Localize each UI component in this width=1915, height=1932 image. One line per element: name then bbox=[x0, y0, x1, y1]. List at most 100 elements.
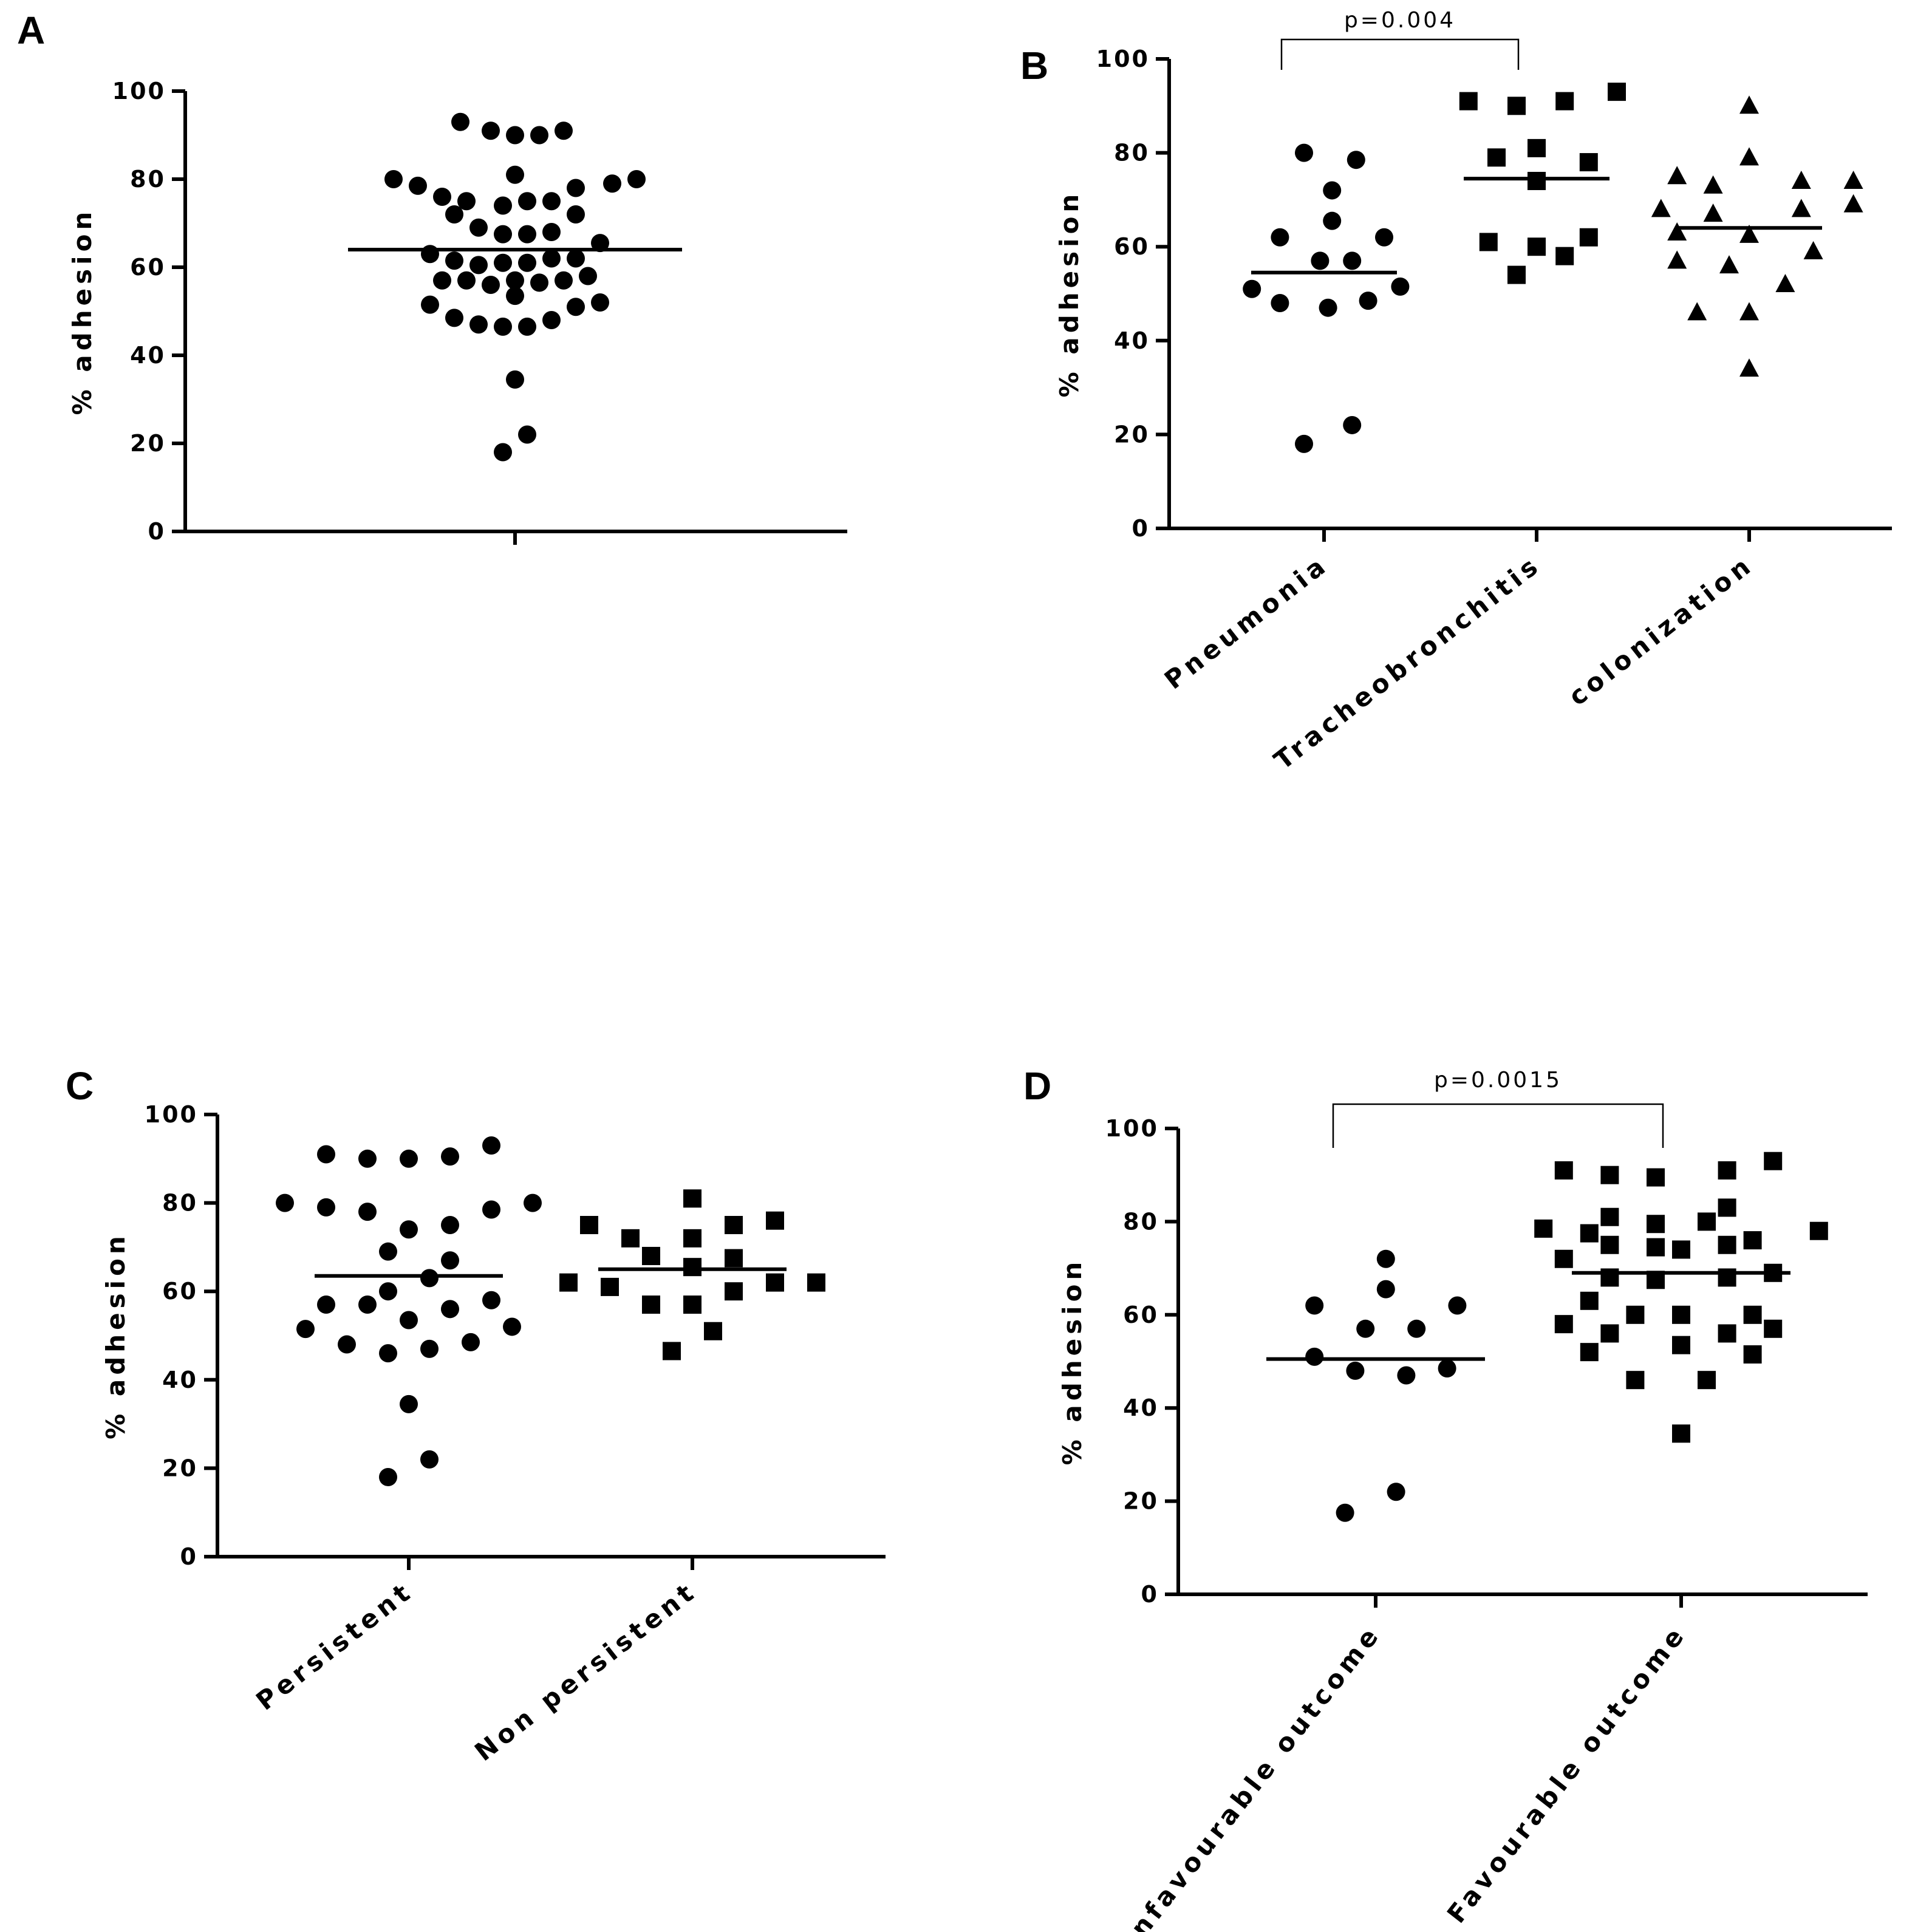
data-point-circle bbox=[338, 1335, 356, 1354]
data-point-circle bbox=[542, 249, 561, 268]
y-tick-label: 80 bbox=[1123, 1208, 1159, 1235]
data-point-circle bbox=[542, 223, 561, 241]
data-point-triangle bbox=[1739, 224, 1759, 243]
data-point-circle bbox=[506, 287, 524, 306]
y-tick-label: 0 bbox=[180, 1543, 198, 1570]
data-point-circle bbox=[1295, 143, 1313, 162]
data-point-square bbox=[1672, 1336, 1690, 1354]
category-label: Non persistent bbox=[469, 1575, 702, 1767]
data-point-triangle bbox=[1775, 274, 1795, 293]
data-point-circle bbox=[420, 1269, 439, 1288]
data-point-square bbox=[1718, 1235, 1736, 1254]
data-point-circle bbox=[567, 298, 585, 316]
y-tick-label: 40 bbox=[1114, 327, 1150, 354]
data-point-circle bbox=[433, 271, 451, 290]
data-point-circle bbox=[1305, 1296, 1324, 1315]
data-point-circle bbox=[1375, 228, 1393, 247]
data-point-square bbox=[1555, 247, 1574, 265]
data-point-square bbox=[1608, 83, 1626, 101]
data-point-circle bbox=[358, 1295, 377, 1314]
y-tick-label: 100 bbox=[112, 78, 166, 104]
data-point-circle bbox=[379, 1344, 397, 1363]
data-point-circle bbox=[400, 1149, 418, 1168]
y-tick-label: 20 bbox=[162, 1455, 198, 1481]
data-point-circle bbox=[1438, 1359, 1456, 1378]
y-tick-label: 60 bbox=[130, 254, 166, 281]
data-point-circle bbox=[530, 126, 548, 145]
data-point-circle bbox=[400, 1311, 418, 1330]
p-value-label: p=0.0015 bbox=[1434, 1068, 1562, 1093]
data-point-circle bbox=[421, 245, 439, 264]
data-point-circle bbox=[469, 218, 488, 237]
data-point-square bbox=[1507, 97, 1526, 115]
data-point-triangle bbox=[1791, 170, 1811, 189]
data-point-circle bbox=[506, 126, 524, 145]
data-point-circle bbox=[567, 179, 585, 197]
data-point-triangle bbox=[1739, 302, 1759, 321]
y-tick-label: 0 bbox=[1141, 1581, 1159, 1608]
data-point-circle bbox=[579, 267, 597, 285]
y-tick-label: 0 bbox=[1132, 515, 1150, 542]
data-point-square bbox=[1647, 1238, 1665, 1257]
data-point-square bbox=[1718, 1324, 1736, 1343]
data-point-circle bbox=[1407, 1319, 1426, 1338]
data-point-circle bbox=[567, 249, 585, 268]
data-point-circle bbox=[379, 1282, 397, 1301]
category-label: colonization bbox=[1563, 549, 1759, 711]
data-point-triangle bbox=[1667, 222, 1687, 241]
data-point-triangle bbox=[1791, 199, 1811, 217]
data-point-square bbox=[1487, 148, 1506, 167]
data-point-circle bbox=[1271, 293, 1289, 312]
data-point-circle bbox=[469, 315, 488, 334]
data-point-square bbox=[725, 1216, 743, 1234]
data-point-circle bbox=[469, 256, 488, 275]
data-point-square bbox=[683, 1258, 701, 1277]
data-point-triangle bbox=[1719, 255, 1739, 274]
data-point-circle bbox=[1343, 415, 1362, 434]
data-point-circle bbox=[441, 1147, 459, 1166]
data-point-square bbox=[1743, 1305, 1762, 1324]
data-point-circle bbox=[482, 121, 500, 140]
data-point-circle bbox=[494, 196, 512, 215]
data-point-circle bbox=[524, 1193, 542, 1212]
p-value-label: p=0.004 bbox=[1344, 8, 1456, 33]
y-tick-label: 60 bbox=[162, 1278, 198, 1305]
data-point-circle bbox=[445, 205, 463, 224]
significance-bracket bbox=[1332, 1103, 1664, 1148]
data-point-circle bbox=[1397, 1366, 1416, 1385]
data-point-square bbox=[663, 1342, 681, 1360]
category-label: Favourable outcome bbox=[1441, 1619, 1692, 1928]
data-point-circle bbox=[482, 276, 500, 294]
data-point-circle bbox=[1305, 1347, 1324, 1366]
y-tick-label: 80 bbox=[130, 166, 166, 193]
data-point-square bbox=[1743, 1345, 1762, 1364]
data-point-triangle bbox=[1651, 199, 1671, 217]
y-tick-label: 20 bbox=[130, 430, 166, 457]
data-point-circle bbox=[409, 176, 427, 195]
data-point-circle bbox=[1387, 1483, 1405, 1501]
data-point-circle bbox=[445, 251, 463, 270]
data-point-circle bbox=[518, 317, 536, 336]
data-point-square bbox=[1764, 1152, 1783, 1170]
data-point-square bbox=[1579, 153, 1598, 172]
data-point-triangle bbox=[1703, 175, 1723, 194]
data-point-square bbox=[1528, 138, 1546, 157]
data-point-square bbox=[1647, 1168, 1665, 1187]
data-point-circle bbox=[555, 271, 573, 290]
data-point-circle bbox=[591, 234, 609, 253]
data-point-square bbox=[642, 1246, 660, 1265]
data-point-circle bbox=[1311, 251, 1330, 270]
y-tick-label: 0 bbox=[148, 518, 166, 545]
data-point-square bbox=[1718, 1198, 1736, 1217]
data-point-square bbox=[683, 1189, 701, 1208]
category-label: Pneumonia bbox=[1159, 549, 1334, 695]
data-point-circle bbox=[317, 1145, 335, 1164]
data-point-square bbox=[1580, 1343, 1599, 1362]
data-point-circle bbox=[445, 309, 463, 327]
data-point-square bbox=[1600, 1235, 1619, 1254]
y-tick-label: 60 bbox=[1114, 233, 1150, 260]
data-point-square bbox=[1555, 92, 1574, 111]
y-axis-label: % adhesion bbox=[1054, 190, 1084, 398]
data-point-circle bbox=[441, 1251, 459, 1270]
